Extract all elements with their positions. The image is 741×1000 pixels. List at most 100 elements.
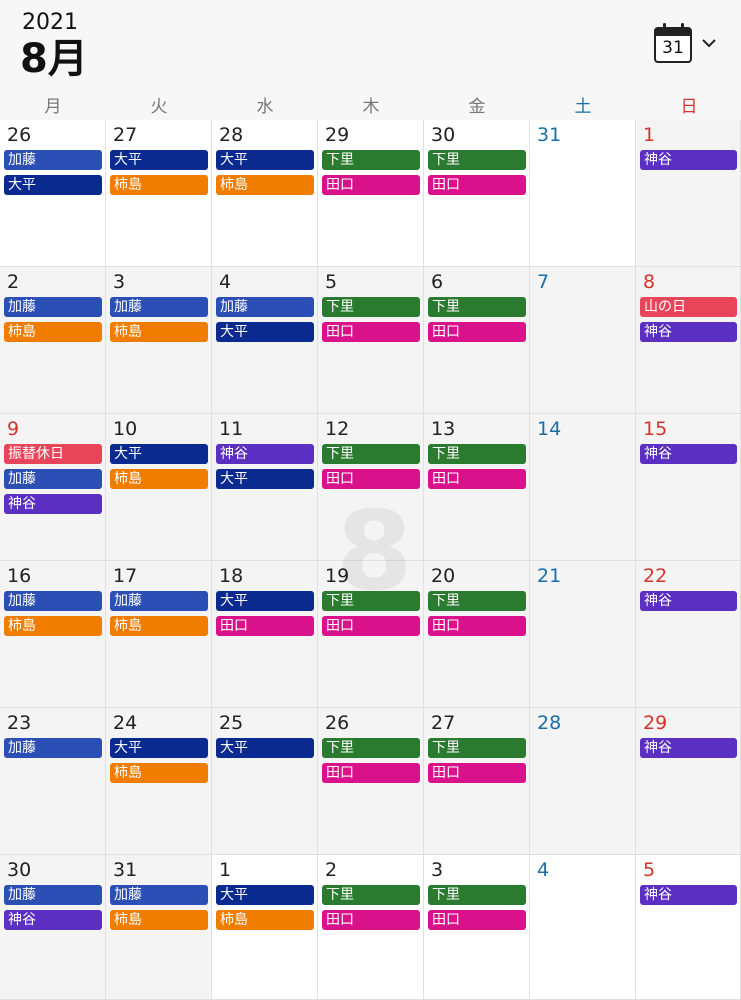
- calendar-event[interactable]: 加藤: [110, 297, 208, 317]
- calendar-event[interactable]: 柿島: [4, 322, 102, 342]
- calendar-event[interactable]: 大平: [110, 738, 208, 758]
- calendar-event[interactable]: 加藤: [216, 297, 314, 317]
- calendar-event[interactable]: 神谷: [640, 322, 737, 342]
- day-cell[interactable]: 31 加藤 柿島: [106, 855, 212, 1000]
- day-cell[interactable]: 30 加藤 神谷: [0, 855, 106, 1000]
- day-cell[interactable]: 27 下里 田口: [424, 708, 530, 855]
- calendar-event[interactable]: 大平: [110, 444, 208, 464]
- calendar-event[interactable]: 田口: [322, 910, 420, 930]
- calendar-event[interactable]: 加藤: [110, 885, 208, 905]
- day-cell[interactable]: 29 下里 田口: [318, 120, 424, 267]
- calendar-event[interactable]: 神谷: [4, 910, 102, 930]
- day-cell[interactable]: 5 下里 田口: [318, 267, 424, 414]
- calendar-event[interactable]: 大平: [216, 150, 314, 170]
- calendar-event[interactable]: 下里: [322, 885, 420, 905]
- calendar-event[interactable]: 柿島: [216, 910, 314, 930]
- calendar-event[interactable]: 田口: [428, 469, 526, 489]
- chevron-down-icon[interactable]: [702, 36, 716, 50]
- calendar-event[interactable]: 柿島: [4, 616, 102, 636]
- calendar-event[interactable]: 柿島: [110, 616, 208, 636]
- calendar-event[interactable]: 加藤: [4, 469, 102, 489]
- calendar-event[interactable]: 田口: [322, 763, 420, 783]
- calendar-event[interactable]: 大平: [216, 469, 314, 489]
- day-cell[interactable]: 13 下里 田口: [424, 414, 530, 561]
- day-cell[interactable]: 17 加藤 柿島: [106, 561, 212, 708]
- day-cell[interactable]: 5 神谷: [636, 855, 741, 1000]
- calendar-event[interactable]: 田口: [428, 322, 526, 342]
- holiday-event[interactable]: 山の日: [640, 297, 737, 317]
- calendar-event[interactable]: 田口: [428, 910, 526, 930]
- calendar-event[interactable]: 下里: [428, 738, 526, 758]
- calendar-event[interactable]: 加藤: [4, 738, 102, 758]
- calendar-event[interactable]: 柿島: [110, 175, 208, 195]
- day-cell[interactable]: 9 振替休日 加藤 神谷: [0, 414, 106, 561]
- calendar-event[interactable]: 田口: [428, 763, 526, 783]
- day-cell[interactable]: 20 下里 田口: [424, 561, 530, 708]
- calendar-event[interactable]: 神谷: [640, 738, 737, 758]
- calendar-event[interactable]: 大平: [216, 738, 314, 758]
- calendar-event[interactable]: 神谷: [216, 444, 314, 464]
- calendar-event[interactable]: 柿島: [110, 763, 208, 783]
- calendar-event[interactable]: 大平: [216, 322, 314, 342]
- day-cell[interactable]: 19 下里 田口: [318, 561, 424, 708]
- today-calendar-icon[interactable]: 31: [654, 23, 692, 63]
- day-cell[interactable]: 6 下里 田口: [424, 267, 530, 414]
- day-cell[interactable]: 27 大平 柿島: [106, 120, 212, 267]
- day-cell[interactable]: 2 下里 田口: [318, 855, 424, 1000]
- calendar-event[interactable]: 大平: [4, 175, 102, 195]
- calendar-event[interactable]: 下里: [428, 297, 526, 317]
- day-cell[interactable]: 26 加藤 大平: [0, 120, 106, 267]
- calendar-event[interactable]: 下里: [428, 444, 526, 464]
- calendar-event[interactable]: 下里: [428, 591, 526, 611]
- calendar-event[interactable]: 大平: [110, 150, 208, 170]
- calendar-event[interactable]: 大平: [216, 591, 314, 611]
- calendar-event[interactable]: 柿島: [216, 175, 314, 195]
- day-cell[interactable]: 18 大平 田口: [212, 561, 318, 708]
- calendar-event[interactable]: 田口: [322, 469, 420, 489]
- holiday-event[interactable]: 振替休日: [4, 444, 102, 464]
- day-cell[interactable]: 11 神谷 大平: [212, 414, 318, 561]
- day-cell[interactable]: 1 神谷: [636, 120, 741, 267]
- calendar-event[interactable]: 加藤: [4, 885, 102, 905]
- calendar-event[interactable]: 柿島: [110, 322, 208, 342]
- day-cell[interactable]: 10 大平 柿島: [106, 414, 212, 561]
- calendar-event[interactable]: 加藤: [4, 297, 102, 317]
- day-cell[interactable]: 1 大平 柿島: [212, 855, 318, 1000]
- day-cell[interactable]: 7: [530, 267, 636, 414]
- calendar-event[interactable]: 神谷: [4, 494, 102, 514]
- calendar-event[interactable]: 田口: [216, 616, 314, 636]
- month-title[interactable]: 8月: [20, 36, 88, 82]
- calendar-event[interactable]: 下里: [322, 150, 420, 170]
- calendar-event[interactable]: 田口: [322, 616, 420, 636]
- day-cell[interactable]: 31: [530, 120, 636, 267]
- day-cell[interactable]: 25 大平: [212, 708, 318, 855]
- calendar-event[interactable]: 下里: [322, 591, 420, 611]
- day-cell[interactable]: 3 下里 田口: [424, 855, 530, 1000]
- day-cell[interactable]: 4 加藤 大平: [212, 267, 318, 414]
- day-cell[interactable]: 4: [530, 855, 636, 1000]
- day-cell[interactable]: 14: [530, 414, 636, 561]
- day-cell[interactable]: 30 下里 田口: [424, 120, 530, 267]
- calendar-event[interactable]: 下里: [428, 885, 526, 905]
- calendar-event[interactable]: 神谷: [640, 444, 737, 464]
- day-cell[interactable]: 15 神谷: [636, 414, 741, 561]
- calendar-event[interactable]: 田口: [428, 616, 526, 636]
- day-cell[interactable]: 28: [530, 708, 636, 855]
- calendar-event[interactable]: 下里: [428, 150, 526, 170]
- calendar-event[interactable]: 大平: [216, 885, 314, 905]
- day-cell[interactable]: 16 加藤 柿島: [0, 561, 106, 708]
- day-cell[interactable]: 26 下里 田口: [318, 708, 424, 855]
- calendar-event[interactable]: 加藤: [110, 591, 208, 611]
- calendar-event[interactable]: 柿島: [110, 910, 208, 930]
- day-cell[interactable]: 3 加藤 柿島: [106, 267, 212, 414]
- day-cell[interactable]: 23 加藤: [0, 708, 106, 855]
- day-cell[interactable]: 21: [530, 561, 636, 708]
- calendar-event[interactable]: 下里: [322, 444, 420, 464]
- calendar-event[interactable]: 下里: [322, 738, 420, 758]
- calendar-event[interactable]: 田口: [428, 175, 526, 195]
- calendar-event[interactable]: 田口: [322, 175, 420, 195]
- day-cell[interactable]: 2 加藤 柿島: [0, 267, 106, 414]
- calendar-event[interactable]: 神谷: [640, 591, 737, 611]
- calendar-event[interactable]: 神谷: [640, 150, 737, 170]
- calendar-event[interactable]: 下里: [322, 297, 420, 317]
